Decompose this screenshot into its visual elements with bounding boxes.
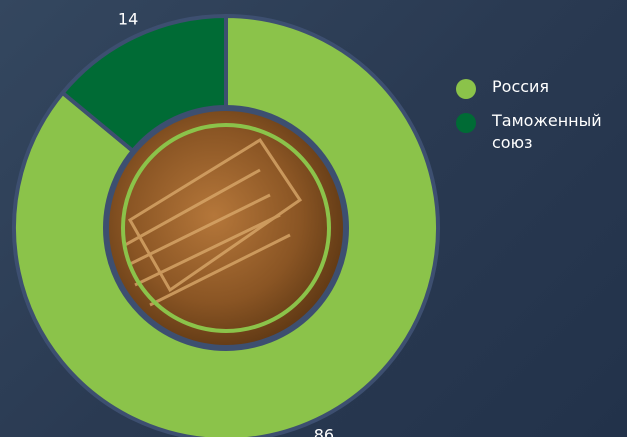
legend: Россия Таможенный союз xyxy=(456,76,627,166)
data-label: 14 xyxy=(118,9,138,28)
center-photo xyxy=(106,108,346,348)
legend-swatch xyxy=(456,79,476,99)
legend-item: Россия xyxy=(456,76,627,98)
chart: 86 14 Россия Таможенный союз xyxy=(0,0,627,437)
chart-svg: 86 14 xyxy=(0,0,627,437)
legend-label: Таможенный союз xyxy=(492,111,602,152)
legend-item: Таможенный союз xyxy=(456,110,627,154)
legend-swatch xyxy=(456,113,476,133)
legend-label: Россия xyxy=(492,77,549,96)
data-label: 86 xyxy=(314,426,334,437)
